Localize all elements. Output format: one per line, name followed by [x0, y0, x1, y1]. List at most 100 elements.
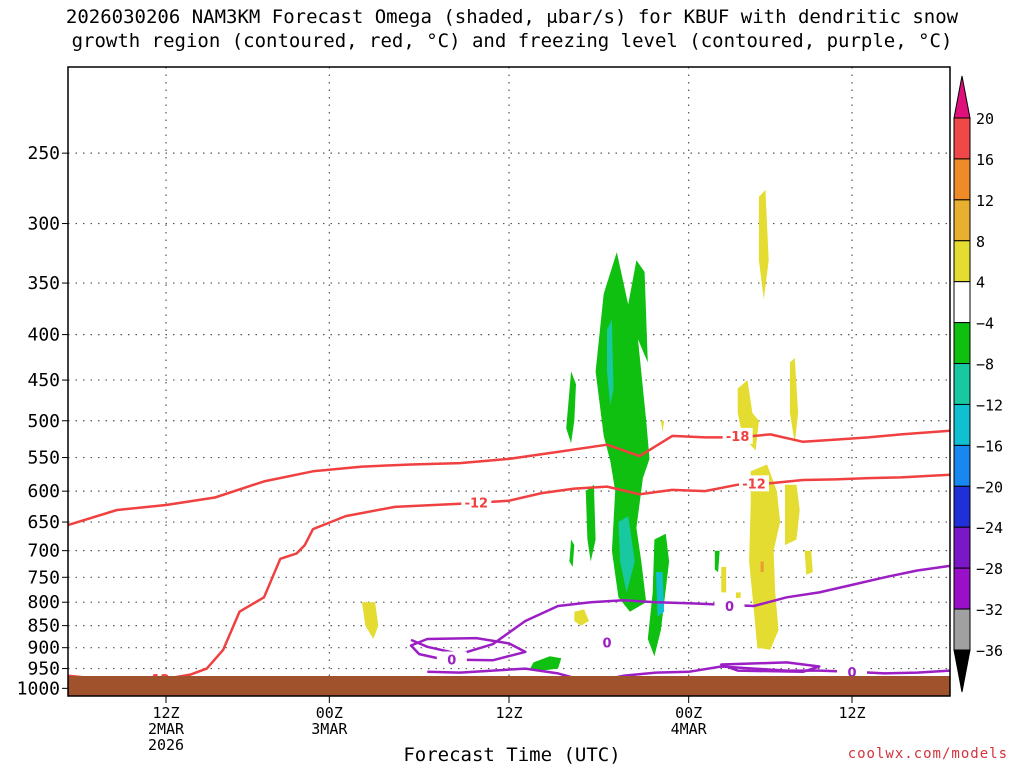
colorbar-label-2: 12 — [976, 192, 994, 210]
freezing-label-1: 0 — [725, 600, 734, 615]
xtick-label-6-2: 2026 — [148, 736, 184, 754]
colorbar: 20 16 12 8 4 −4 −8 −12 −16 −20 −24 −28 −32 −36 — [953, 75, 1003, 693]
ytick-label-700: 700 — [27, 541, 60, 562]
omega-upward-thin-1 — [566, 371, 576, 444]
y-axis-pressure: 2503003504004505005506006507007508008509… — [17, 143, 68, 699]
freezing-label-2-bg — [592, 634, 622, 651]
contour-2 — [410, 564, 950, 656]
colorbar-segment-11 — [953, 567, 971, 610]
omega-shading — [362, 189, 813, 671]
isotherm-label-minus12-mid-bg — [461, 494, 492, 511]
ytick-label-250: 250 — [27, 143, 60, 164]
colorbar-segment-9 — [953, 485, 971, 528]
ytick-label-1000: 1000 — [17, 678, 60, 699]
colorbar-segment-7 — [953, 403, 971, 446]
freezing-label-1-bg — [714, 598, 745, 615]
chart-title-line-2: growth region (contoured, red, °C) and f… — [71, 30, 953, 52]
ytick-label-350: 350 — [27, 273, 60, 294]
colorbar-segment-0 — [953, 117, 971, 160]
colorbar-label-3: 8 — [976, 233, 985, 251]
freezing-label-3: 0 — [447, 654, 456, 669]
isotherm-label-minus12-mid: -12 — [465, 497, 489, 512]
ytick-label-950: 950 — [27, 659, 60, 680]
xtick-label-38-0: 00Z — [675, 704, 702, 722]
omega-downward-right-2 — [785, 484, 800, 546]
xtick-label-48-0: 12Z — [838, 704, 865, 722]
colorbar-segment-10 — [953, 526, 971, 569]
ytick-label-400: 400 — [27, 325, 60, 346]
omega-upward-low-patch — [530, 656, 562, 671]
colorbar-label-6: −8 — [976, 356, 994, 374]
isotherm-label-minus18-bg — [722, 427, 753, 444]
omega-downward-top — [758, 189, 769, 300]
colorbar-segment-1 — [953, 158, 971, 201]
freezing-label-3-bg — [436, 651, 467, 668]
omega-upward-left-strip — [585, 484, 596, 562]
isotherm-label-minus12-right: -12 — [742, 477, 766, 492]
omega-upward-small-1 — [714, 550, 720, 573]
ytick-label-450: 450 — [27, 370, 60, 391]
x-axis-title: Forecast Time (UTC) — [403, 744, 621, 766]
contour-1 — [68, 473, 950, 681]
chart-title-line-1: 2026030206 NAM3KM Forecast Omega (shaded… — [65, 6, 959, 28]
plot-background — [68, 67, 950, 696]
freezing-level-loop-right — [720, 661, 821, 674]
contour-0 — [68, 429, 950, 527]
colorbar-label-11: −28 — [976, 560, 1003, 578]
omega-downward-left — [362, 602, 379, 639]
omega-downward-dot-1 — [660, 420, 665, 433]
colorbar-label-1: 16 — [976, 151, 994, 169]
omega-downward-lowmid — [574, 609, 589, 626]
colorbar-label-8: −16 — [976, 437, 1003, 455]
omega-strongest-core — [656, 572, 665, 617]
ytick-label-850: 850 — [27, 616, 60, 637]
ytick-label-300: 300 — [27, 214, 60, 235]
xtick-label-16-0: 00Z — [316, 704, 343, 722]
omega-downward-right-3 — [804, 550, 813, 575]
colorbar-bottom-triangle — [953, 649, 971, 693]
colorbar-segment-12 — [953, 608, 971, 651]
colorbar-segment-5 — [953, 322, 971, 365]
site-credit: coolwx.com/models — [847, 746, 1008, 762]
colorbar-segment-6 — [953, 363, 971, 405]
colorbar-segment-4 — [953, 281, 971, 324]
ytick-label-650: 650 — [27, 512, 60, 533]
xtick-label-38-1: 4MAR — [671, 720, 708, 738]
colorbar-segment-2 — [953, 199, 971, 242]
omega-downward-small-1 — [721, 566, 727, 593]
xtick-label-16-1: 3MAR — [311, 720, 348, 738]
omega-downward-right-1 — [789, 358, 799, 444]
colorbar-label-5: −4 — [976, 315, 994, 333]
omega-strong-core-2 — [618, 516, 635, 593]
colorbar-label-7: −12 — [976, 396, 1003, 414]
colorbar-label-12: −32 — [976, 601, 1003, 619]
colorbar-label-13: −36 — [976, 642, 1003, 660]
omega-strong-core-1 — [607, 319, 614, 405]
grid-lines — [68, 67, 950, 696]
colorbar-segment-3 — [953, 240, 971, 283]
colorbar-label-9: −20 — [976, 478, 1003, 496]
ytick-label-800: 800 — [27, 592, 60, 613]
ytick-label-550: 550 — [27, 448, 60, 469]
freezing-label-4-bg — [837, 663, 867, 680]
ytick-label-750: 750 — [27, 567, 60, 588]
xtick-label-6-0: 12Z — [152, 704, 179, 722]
omega-downward-strong — [760, 561, 764, 573]
ytick-label-500: 500 — [27, 411, 60, 432]
ytick-label-600: 600 — [27, 481, 60, 502]
freezing-level-loop-left — [409, 636, 527, 662]
colorbar-top-triangle — [953, 75, 971, 119]
ground-terrain — [68, 676, 950, 696]
colorbar-segment-8 — [953, 444, 971, 487]
colorbar-label-0: 20 — [976, 110, 994, 128]
freezing-label-2: 0 — [602, 636, 611, 651]
omega-downward-column — [749, 464, 781, 650]
ytick-label-900: 900 — [27, 638, 60, 659]
omega-upward-thin-2 — [569, 539, 575, 567]
xtick-label-27-0: 12Z — [495, 704, 522, 722]
xtick-label-6-1: 2MAR — [148, 720, 185, 738]
isotherm-label-minus18: -18 — [726, 430, 750, 445]
colorbar-label-4: 4 — [976, 274, 985, 292]
